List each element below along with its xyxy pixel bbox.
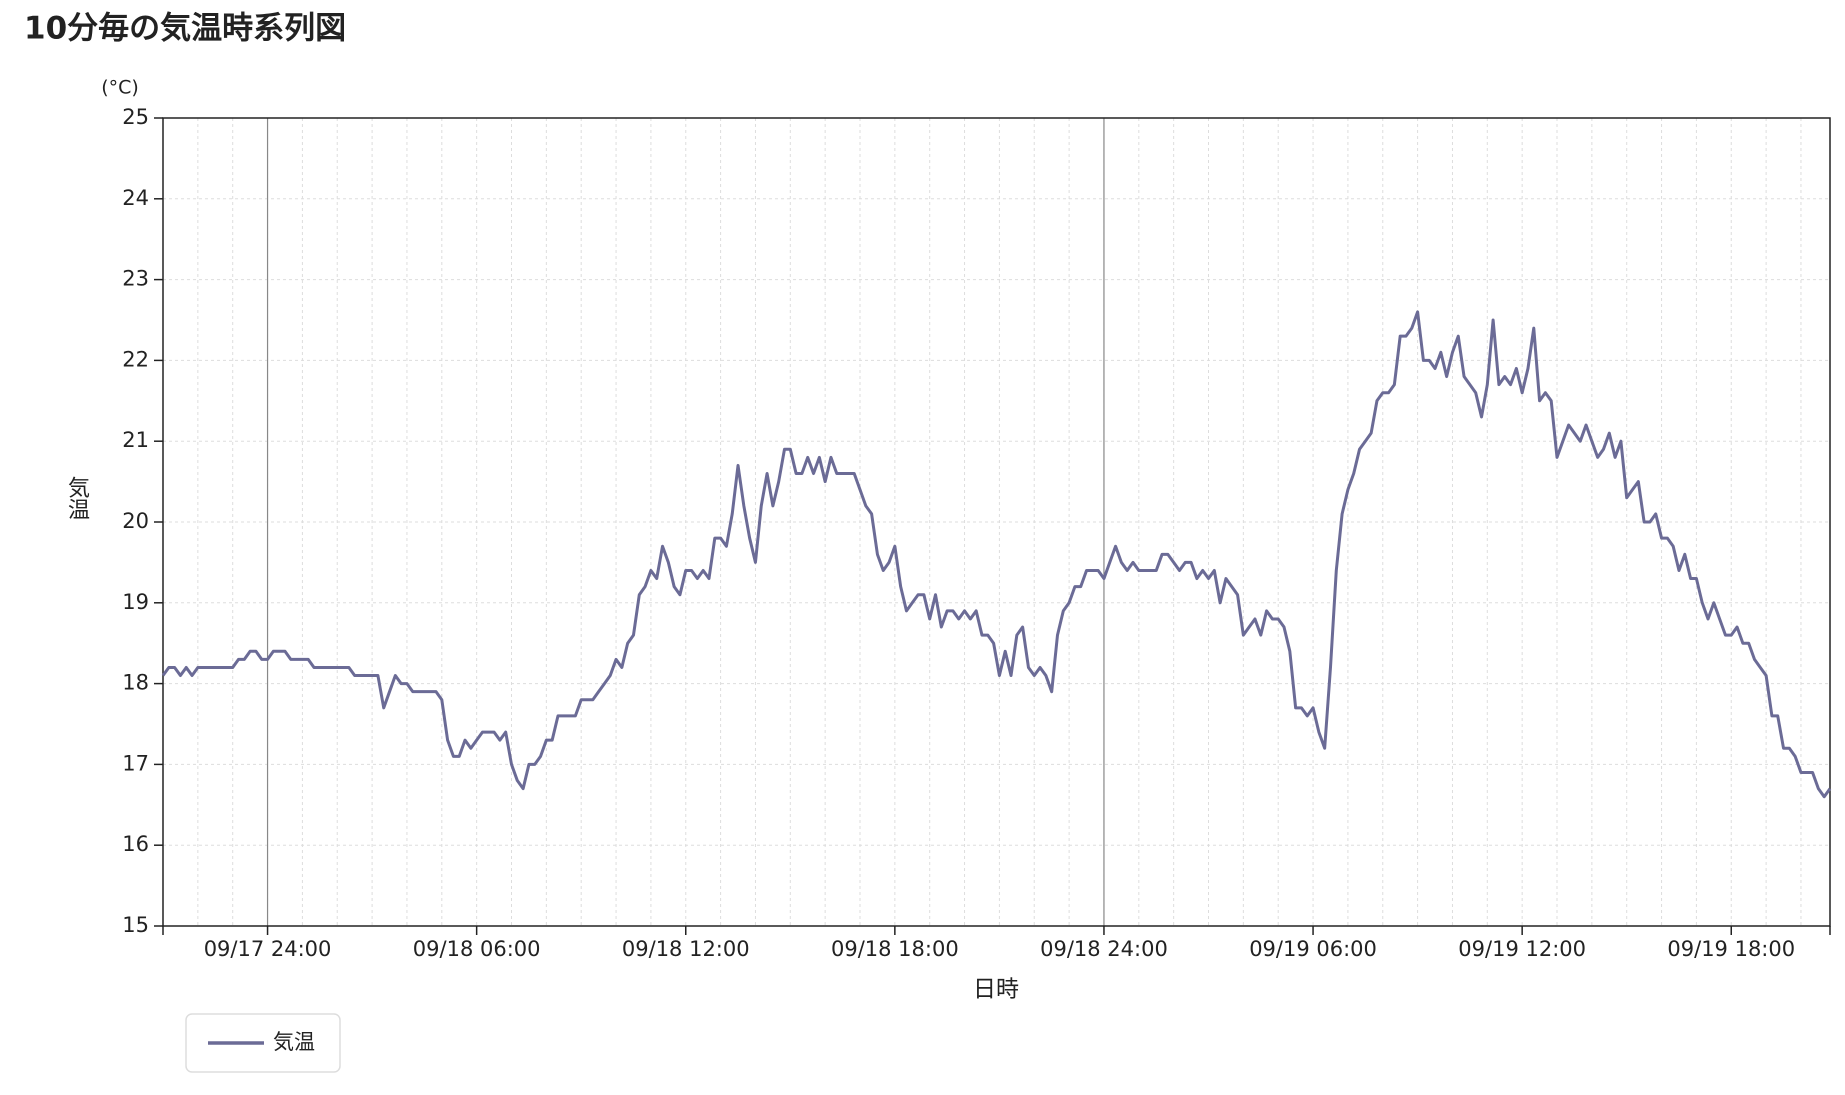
x-tick-label: 09/19 12:00 <box>1458 937 1586 961</box>
legend-label: 気温 <box>273 1030 315 1054</box>
y-tick-label: 16 <box>122 832 149 856</box>
plot-frame <box>162 117 1831 927</box>
data-line <box>161 310 1832 799</box>
y-tick-label: 18 <box>122 671 149 695</box>
unit-label: (°C) <box>101 77 139 99</box>
x-tick-label: 09/18 18:00 <box>831 937 959 961</box>
y-tick-label: 25 <box>122 105 149 129</box>
y-tick-label: 17 <box>122 751 149 775</box>
x-tick-label: 09/18 06:00 <box>413 937 541 961</box>
y-axis-label: 気温 <box>64 476 90 520</box>
x-tick-label: 09/17 24:00 <box>204 937 332 961</box>
x-axis-label: 日時 <box>973 977 1019 1003</box>
y-tick-label: 24 <box>122 186 149 210</box>
y-tick-label: 15 <box>122 913 149 937</box>
y-tick-label: 21 <box>122 428 149 452</box>
y-tick-label: 20 <box>122 509 149 533</box>
y-tick-label: 22 <box>122 347 149 371</box>
x-tick-label: 09/18 24:00 <box>1040 937 1168 961</box>
x-tick-label: 09/18 12:00 <box>622 937 750 961</box>
y-tick-label: 23 <box>122 267 149 291</box>
chart-title: 10分毎の気温時系列図 <box>24 11 346 47</box>
y-tick-label: 19 <box>122 590 149 614</box>
x-tick-label: 09/19 18:00 <box>1667 937 1795 961</box>
x-tick-label: 09/19 06:00 <box>1249 937 1377 961</box>
